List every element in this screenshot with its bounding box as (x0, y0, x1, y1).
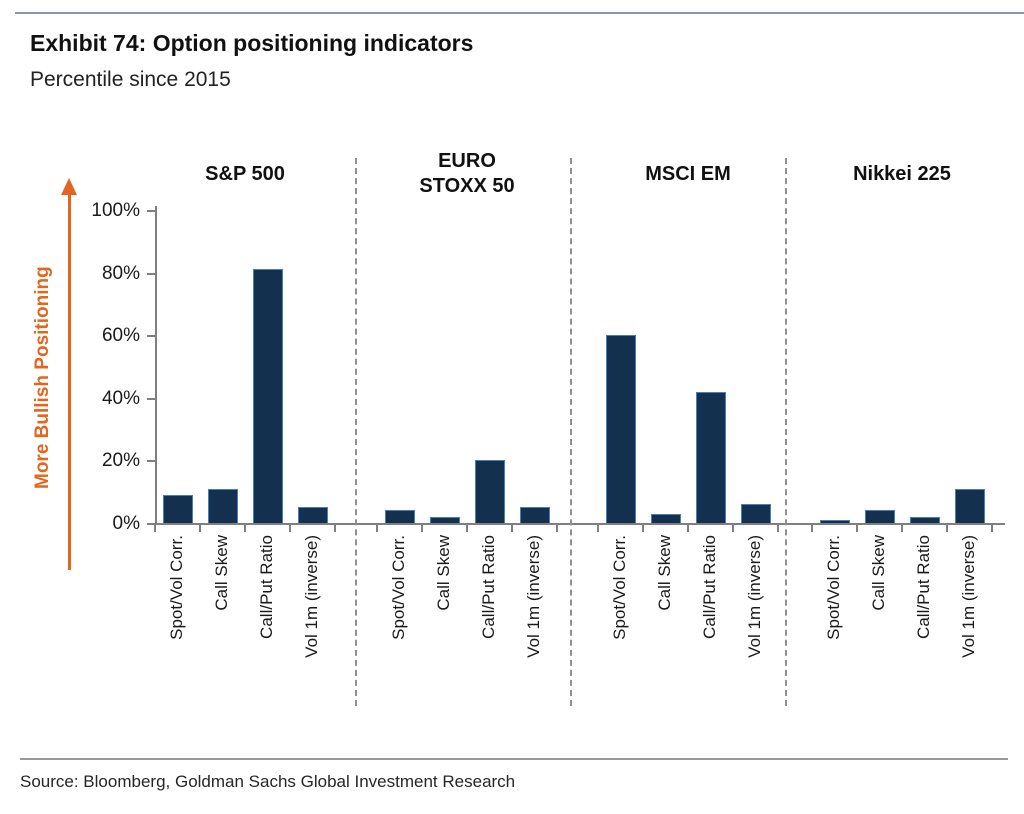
bullish-arrow-shaft (68, 194, 71, 570)
x-axis-label: Call Skew (212, 535, 231, 611)
x-axis-tick (334, 525, 336, 532)
bar (520, 507, 550, 523)
x-axis-label: Call/Put Ratio (479, 535, 498, 639)
x-axis-tick (811, 525, 813, 532)
x-axis-label: Call Skew (434, 535, 453, 611)
y-axis-tick-label: 60% (101, 325, 140, 346)
x-axis-label: Spot/Vol Corr. (824, 535, 843, 640)
x-axis-tick (244, 525, 246, 532)
bar (910, 517, 940, 523)
x-axis-tick (154, 525, 156, 532)
x-axis-tick (687, 525, 689, 532)
x-axis-tick (511, 525, 513, 532)
x-axis-tick (946, 525, 948, 532)
bar (741, 504, 771, 523)
x-axis-label: Spot/Vol Corr. (610, 535, 629, 640)
group-separator (355, 158, 357, 706)
y-axis-tick-label: 100% (91, 200, 140, 221)
bar (865, 510, 895, 523)
y-axis-tick-label: 0% (112, 513, 140, 534)
exhibit-subtitle: Percentile since 2015 (30, 68, 231, 91)
x-axis-tick (732, 525, 734, 532)
group-header: S&P 500 (205, 162, 285, 185)
bullish-arrow-head-icon (61, 178, 77, 195)
bar (163, 495, 193, 523)
x-axis-label: Vol 1m (inverse) (745, 535, 764, 658)
x-axis-tick (856, 525, 858, 532)
x-axis-label: Vol 1m (inverse) (302, 535, 321, 658)
x-axis-label: Call Skew (655, 535, 674, 611)
bar (298, 507, 328, 523)
x-axis-tick (901, 525, 903, 532)
y-axis-tick (147, 398, 156, 400)
y-axis-tick (147, 523, 156, 525)
x-axis-tick (597, 525, 599, 532)
bar (955, 489, 985, 523)
y-axis-tick (147, 335, 156, 337)
group-header: MSCI EM (645, 162, 731, 185)
y-axis-tick-label: 20% (101, 450, 140, 471)
y-axis-tick (147, 210, 156, 212)
bar (430, 517, 460, 523)
bar (606, 335, 636, 523)
x-axis-label: Spot/Vol Corr. (389, 535, 408, 640)
y-axis-tick-label: 40% (101, 388, 140, 409)
x-axis-tick (556, 525, 558, 532)
x-axis-tick (199, 525, 201, 532)
bar (820, 520, 850, 523)
x-axis-label: Call Skew (869, 535, 888, 611)
y-axis-title: More Bullish Positioning (32, 266, 53, 489)
x-axis-tick (466, 525, 468, 532)
bar (385, 510, 415, 523)
x-axis-tick (376, 525, 378, 532)
group-header: EURO STOXX 50 (419, 150, 515, 197)
footer-divider (20, 758, 1008, 760)
x-axis-label: Spot/Vol Corr. (167, 535, 186, 640)
x-axis-tick (289, 525, 291, 532)
bar (696, 392, 726, 523)
source-text: Source: Bloomberg, Goldman Sachs Global … (20, 772, 516, 791)
x-axis-tick (991, 525, 993, 532)
x-axis-tick (421, 525, 423, 532)
y-axis-tick (147, 273, 156, 275)
y-axis-tick (147, 460, 156, 462)
bar (208, 489, 238, 523)
group-separator (570, 158, 572, 706)
x-axis-label: Call/Put Ratio (914, 535, 933, 639)
x-axis-tick (642, 525, 644, 532)
x-axis-tick (777, 525, 779, 532)
chart-canvas: More Bullish Positioning 0% 20% 40% 60% 80% 1… (24, 140, 1022, 718)
x-axis-baseline (147, 523, 1005, 525)
x-axis-label: Call/Put Ratio (700, 535, 719, 639)
exhibit-title: Exhibit 74: Option positioning indicator… (30, 30, 474, 56)
bar (253, 269, 283, 523)
x-axis-label: Call/Put Ratio (257, 535, 276, 639)
y-axis-line (155, 206, 157, 525)
x-axis-label: Vol 1m (inverse) (524, 535, 543, 658)
group-separator (785, 158, 787, 706)
y-axis-tick-label: 80% (101, 263, 140, 284)
bar (651, 514, 681, 523)
x-axis-label: Vol 1m (inverse) (959, 535, 978, 658)
group-header: Nikkei 225 (853, 162, 951, 185)
bar (475, 460, 505, 523)
top-divider (15, 12, 1024, 14)
